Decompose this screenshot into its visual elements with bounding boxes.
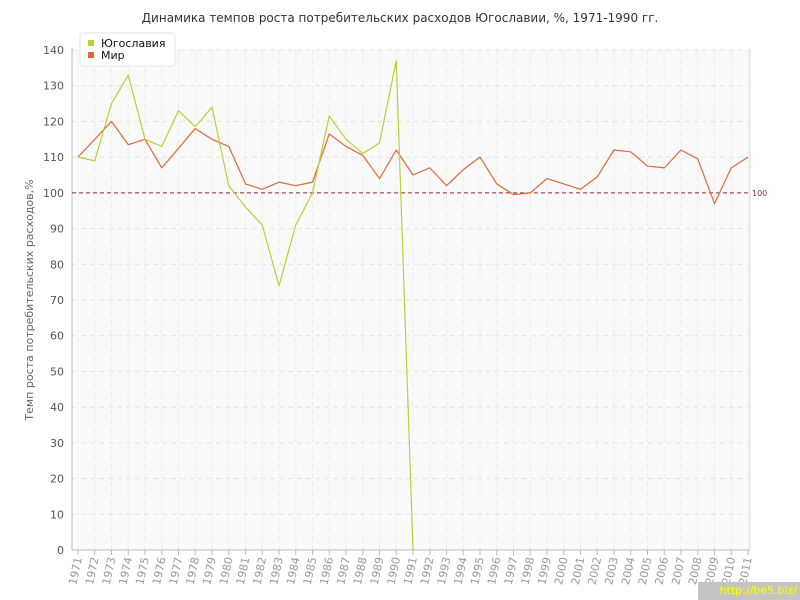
x-tick-label: 2000 — [552, 556, 571, 586]
x-tick-label: 2006 — [653, 556, 672, 586]
x-tick-label: 2008 — [686, 556, 705, 586]
y-tick-label: 90 — [50, 223, 64, 236]
y-tick-label: 30 — [50, 437, 64, 450]
x-tick-label: 2001 — [569, 556, 588, 586]
axes — [71, 48, 751, 555]
x-tick-label: 1994 — [452, 556, 471, 586]
x-tick-label: 1993 — [435, 556, 454, 586]
watermark[interactable]: http://be5.biz/ — [698, 582, 800, 600]
legend-label-yugoslavia: Югославия — [101, 37, 165, 50]
x-tick-labels: 1971197219731974197519761977197819791980… — [66, 556, 755, 586]
x-tick-label: 2004 — [619, 556, 638, 586]
y-tick-label: 70 — [50, 294, 64, 307]
x-tick-label: 2002 — [586, 556, 605, 586]
x-tick-label: 1990 — [385, 556, 404, 586]
chart-title: Динамика темпов роста потребительских ра… — [142, 11, 659, 25]
x-tick-label: 1974 — [117, 556, 136, 586]
x-tick-label: 1978 — [184, 556, 203, 586]
y-tick-labels: 0 10 20 30 40 50 60 70 80 90 100 110 120 130 140 — [43, 44, 64, 557]
y-tick-label: 140 — [43, 44, 64, 57]
legend[interactable]: Югославия Мир — [79, 32, 176, 67]
legend-box — [79, 32, 176, 67]
x-tick-label: 1999 — [535, 556, 554, 586]
y-tick-label: 80 — [50, 258, 64, 271]
x-tick-label: 1976 — [150, 556, 169, 586]
y-tick-label: 20 — [50, 473, 64, 486]
x-tick-label: 2011 — [736, 556, 755, 586]
x-tick-label: 1981 — [234, 556, 253, 586]
x-tick-label: 2010 — [720, 556, 739, 586]
x-tick-label: 2009 — [703, 556, 722, 586]
y-tick-label: 100 — [43, 187, 64, 200]
x-tick-label: 1985 — [301, 556, 320, 586]
y-tick-label: 130 — [43, 80, 64, 93]
x-tick-label: 2005 — [636, 556, 655, 586]
x-tick-label: 1989 — [368, 556, 387, 586]
y-tick-label: 50 — [50, 365, 64, 378]
series-line-yugoslavia — [77, 60, 414, 551]
x-tick-label: 1988 — [351, 556, 370, 586]
x-tick-label: 1980 — [217, 556, 236, 586]
x-tick-label: 1992 — [418, 556, 437, 586]
y-axis-label: Темп роста потребительских расходов,% — [23, 179, 36, 421]
x-tick-label: 2007 — [669, 556, 688, 586]
reference-line-label: 100 — [752, 189, 767, 198]
legend-swatch-world — [88, 52, 94, 58]
x-tick-label: 1979 — [200, 556, 219, 586]
y-tick-label: 0 — [57, 544, 64, 557]
x-tick-label: 1973 — [100, 556, 119, 586]
x-tick-label: 1971 — [66, 556, 85, 586]
x-tick-label: 2003 — [602, 556, 621, 586]
x-tick-label: 1977 — [167, 556, 186, 586]
y-tick-label: 60 — [50, 330, 64, 343]
x-tick-label: 1983 — [267, 556, 286, 586]
gridlines — [72, 49, 750, 550]
x-tick-label: 1987 — [334, 556, 353, 586]
series-line-world — [77, 120, 749, 205]
legend-label-world: Мир — [101, 49, 125, 62]
x-tick-label: 1997 — [502, 556, 521, 586]
x-tick-label: 1991 — [401, 556, 420, 586]
y-tick-label: 110 — [43, 151, 64, 164]
x-tick-label: 1975 — [133, 556, 152, 586]
legend-swatch-yugoslavia — [88, 40, 94, 46]
x-tick-label: 1982 — [251, 556, 270, 586]
x-tick-label: 1995 — [468, 556, 487, 586]
x-tick-label: 1996 — [485, 556, 504, 586]
x-tick-label: 1972 — [83, 556, 102, 586]
y-tick-label: 10 — [50, 508, 64, 521]
y-tick-label: 40 — [50, 401, 64, 414]
x-tick-label: 1998 — [519, 556, 538, 586]
x-tick-label: 1986 — [318, 556, 337, 586]
y-tick-label: 120 — [43, 115, 64, 128]
x-tick-label: 1984 — [284, 556, 303, 586]
reference-line: 100 — [72, 189, 767, 198]
series-lines — [77, 60, 749, 551]
